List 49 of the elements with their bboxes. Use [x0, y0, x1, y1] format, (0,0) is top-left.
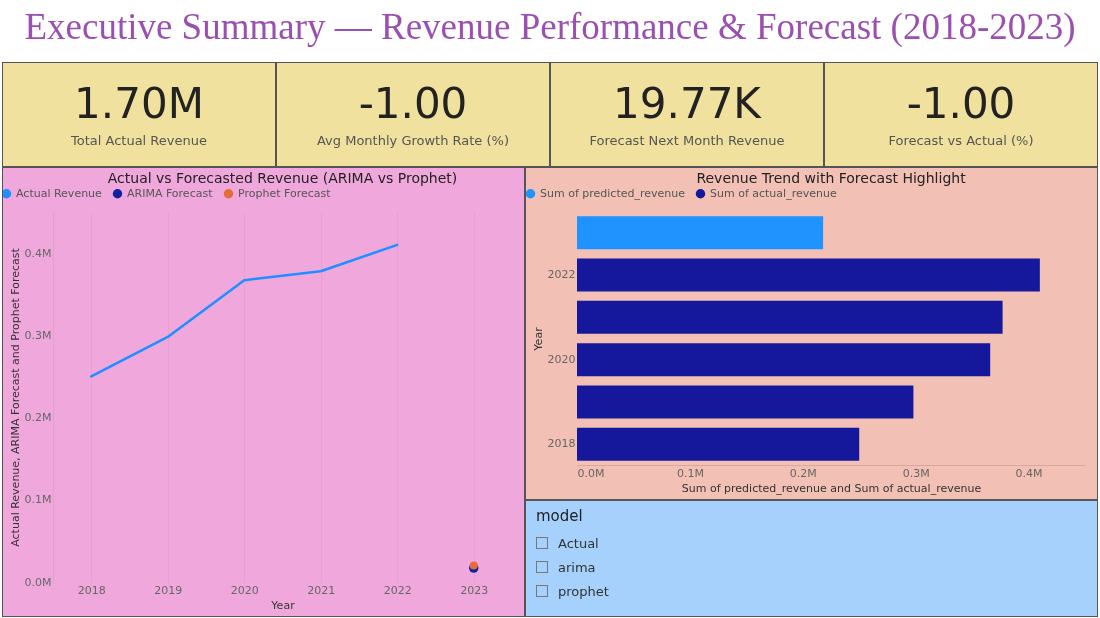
x-tick-label: 2023: [460, 583, 489, 597]
x-tick-label: 2018: [77, 583, 106, 597]
text: -1.00: [357, 79, 469, 128]
text: Forecast Next Month Revenue: [588, 133, 786, 148]
text: Executive Summary — Revenue Performance & Forecast (2018-2023): [23, 5, 1077, 49]
y-tick-label: 0.3M: [24, 328, 52, 342]
x-tick-label: 0.2M: [789, 466, 817, 480]
x-tick-label: 0.0M: [577, 466, 605, 480]
legend-label: Prophet Forecast: [238, 186, 332, 200]
line-series: [90, 243, 399, 378]
legend-label: ARIMA Forecast: [127, 186, 214, 200]
text: Total Actual Revenue: [70, 133, 208, 148]
x-axis-title: Sum of predicted_revenue and Sum of actual_revenue: [681, 481, 982, 495]
legend-label: Sum of actual_revenue: [710, 186, 837, 200]
y-axis-title: Actual Revenue, ARIMA Forecast and Prophet Forecast: [8, 247, 22, 547]
text: model: [536, 507, 584, 525]
text: Actual: [558, 535, 599, 551]
x-tick-label: 2022: [383, 583, 412, 597]
x-tick-label: 2021: [307, 583, 336, 597]
text: Avg Monthly Growth Rate (%): [316, 133, 510, 148]
bar: [577, 385, 914, 419]
x-tick-label: 0.3M: [902, 466, 930, 480]
legend-label: Actual Revenue: [16, 186, 103, 200]
legend-label: Sum of predicted_revenue: [540, 186, 686, 200]
bar: [577, 216, 824, 250]
y-tick-label: 2020: [547, 352, 576, 366]
y-tick-label: 0.4M: [24, 246, 52, 260]
text: prophet: [558, 583, 609, 599]
text: -1.00: [905, 79, 1017, 128]
text: 1.70M: [73, 79, 205, 128]
x-tick-label: 2020: [230, 583, 259, 597]
y-tick-label: 0.2M: [24, 411, 52, 425]
text: arima: [558, 559, 596, 575]
x-tick-label: 0.4M: [1015, 466, 1043, 480]
chart-title: Revenue Trend with Forecast Highlight: [696, 170, 967, 186]
chart-title: Actual vs Forecasted Revenue (ARIMA vs Prophet): [107, 170, 458, 186]
text: 19.77K: [612, 79, 763, 128]
x-axis-title: Year: [270, 598, 296, 612]
y-tick-label: 2022: [547, 268, 576, 282]
y-tick-label: 2018: [547, 437, 576, 451]
bar: [577, 427, 860, 461]
x-tick-label: 2019: [154, 583, 183, 597]
bar: [577, 300, 1003, 334]
x-tick-label: 0.1M: [676, 466, 704, 480]
bar: [577, 258, 1040, 292]
text: Forecast vs Actual (%): [887, 133, 1035, 148]
y-tick-label: 0.1M: [24, 493, 52, 507]
y-axis-title: Year: [531, 326, 545, 352]
bar: [577, 343, 991, 377]
